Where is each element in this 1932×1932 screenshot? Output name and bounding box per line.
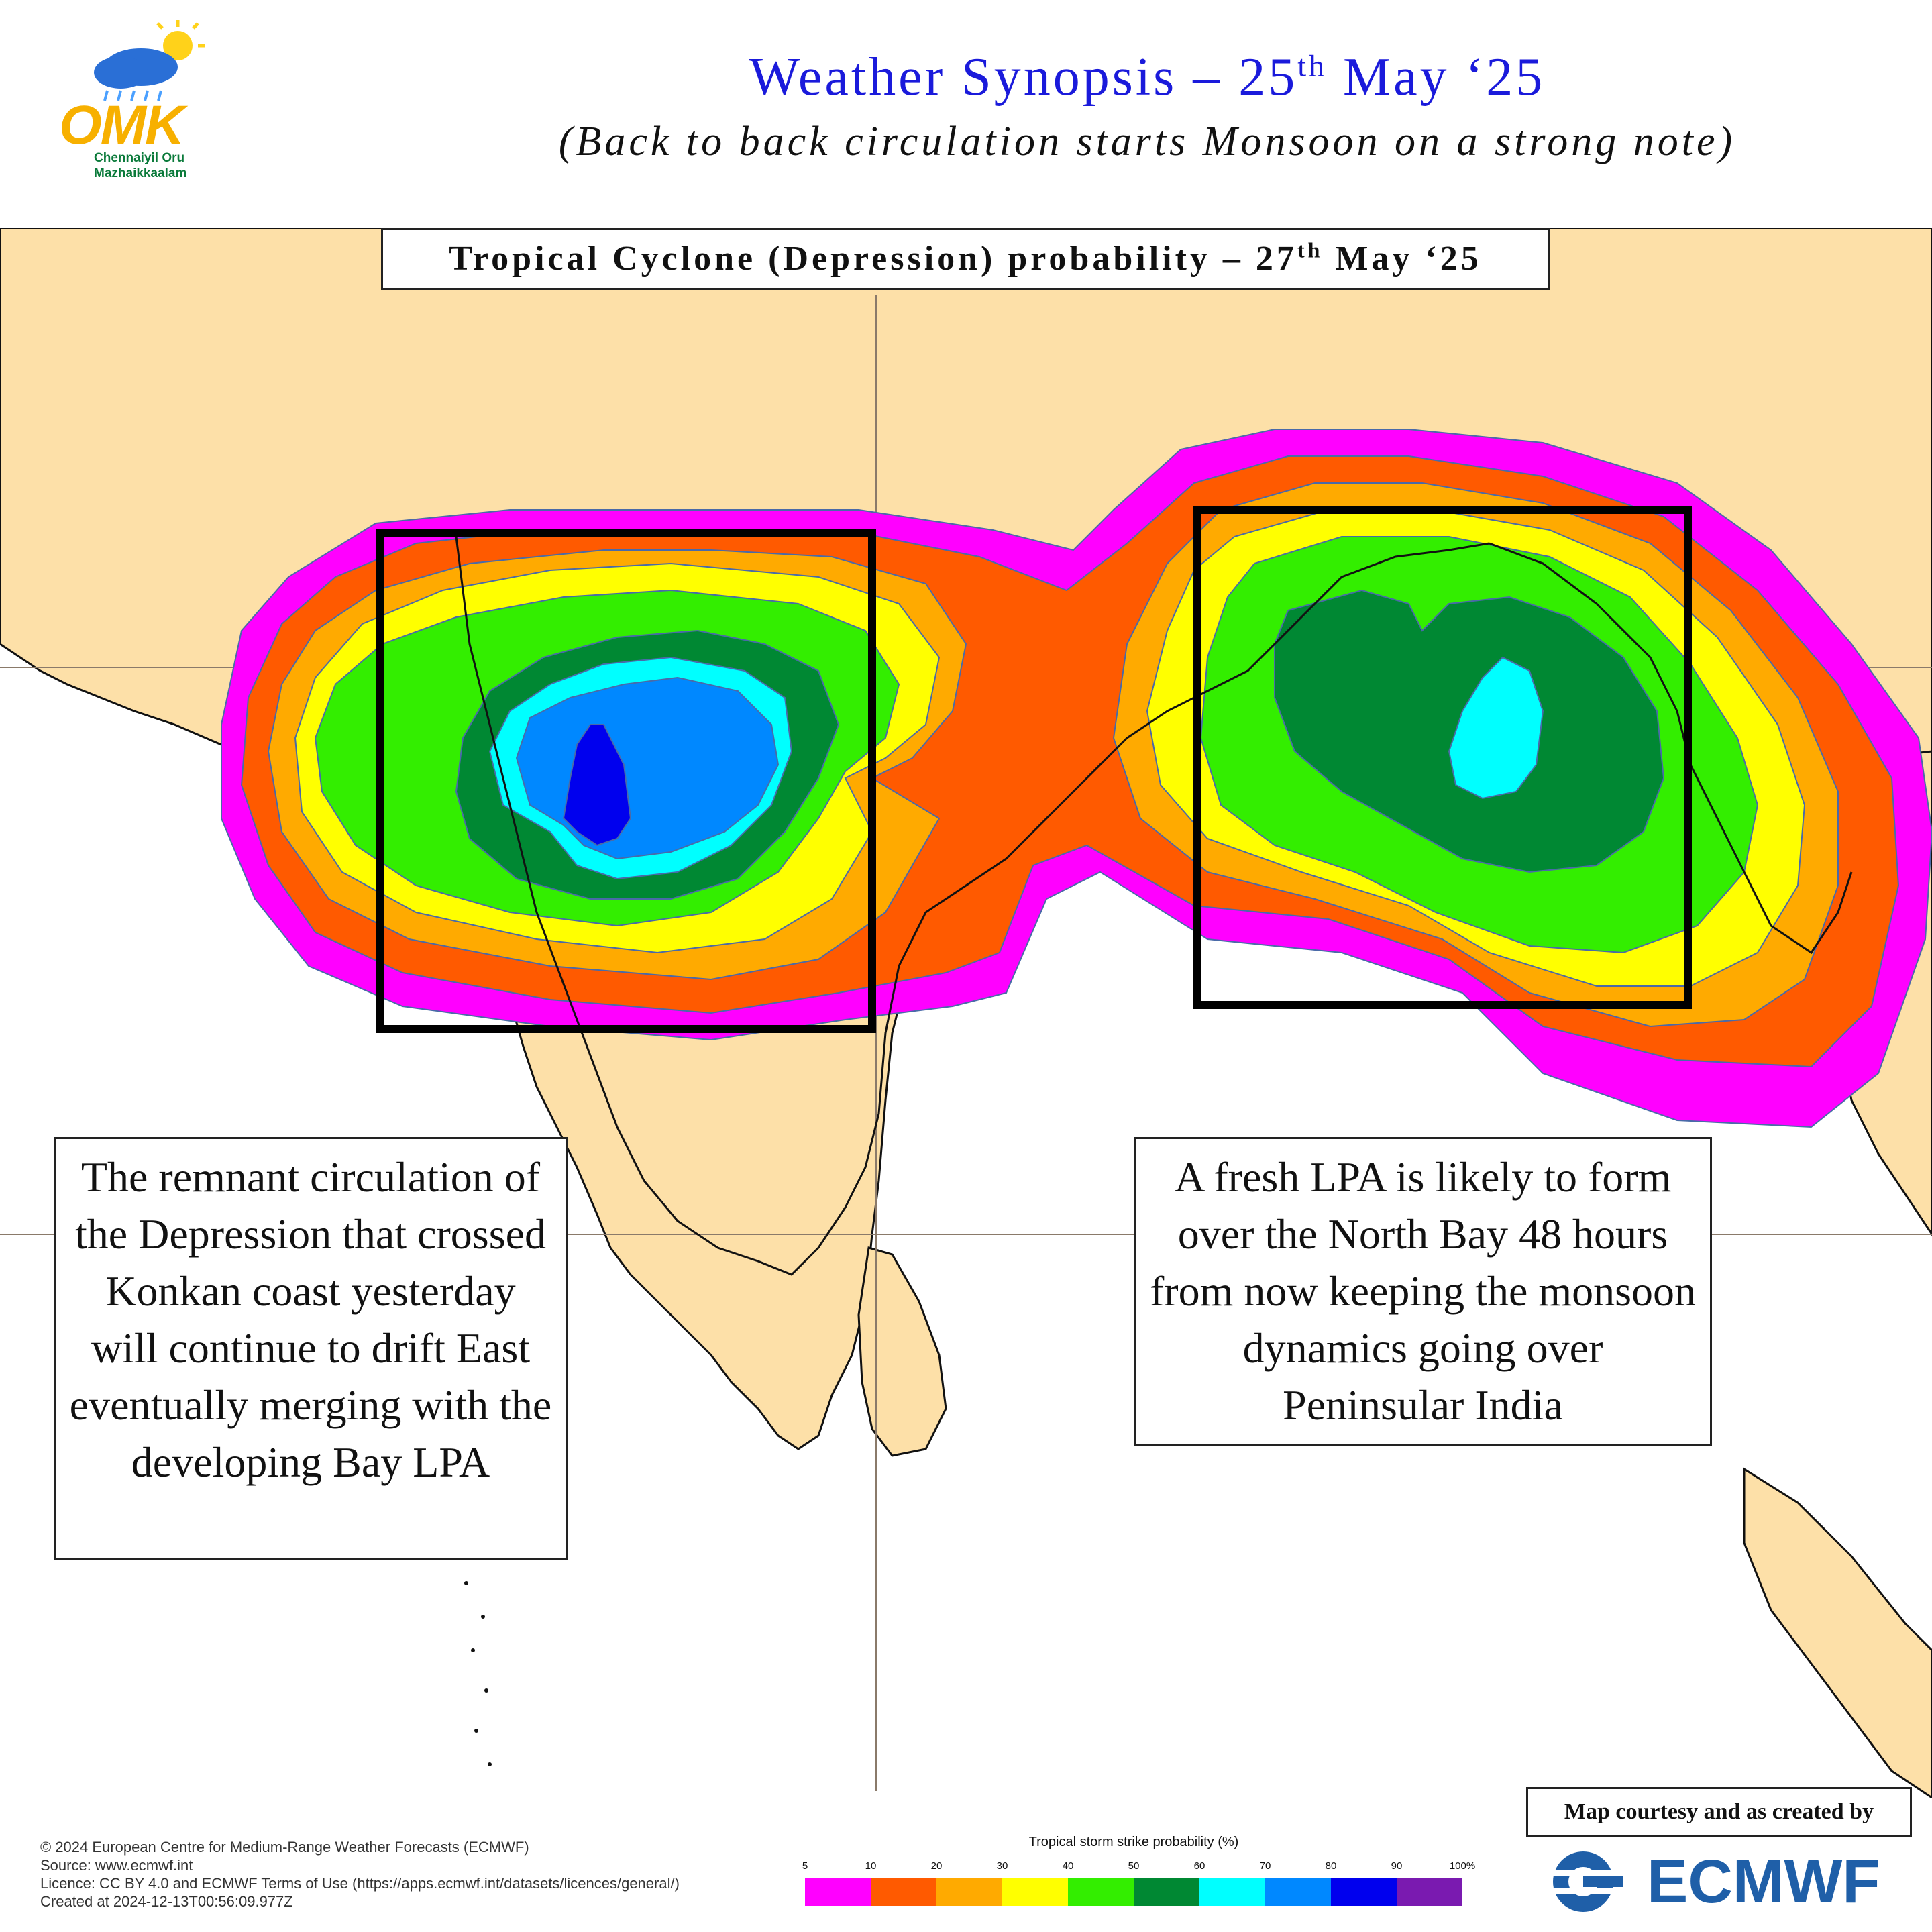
map-caption: Tropical Cyclone (Depression) probabilit… [381, 228, 1550, 290]
legend-tick: 40 [1062, 1860, 1074, 1872]
logo-letters: OMK [59, 95, 184, 156]
legend-tick: 5 [802, 1860, 808, 1872]
footer-credits: © 2024 European Centre for Medium-Range … [40, 1838, 680, 1911]
map-canvas [0, 228, 1932, 1798]
probability-legend: Tropical storm strike probability (%) 5 1… [802, 1835, 1475, 1909]
legend-title: Tropical storm strike probability (%) [1028, 1835, 1239, 1849]
legend-tick: 60 [1193, 1860, 1205, 1872]
ecmwf-wordmark: ECMWF [1647, 1847, 1880, 1916]
legend-swatch-1 [871, 1878, 936, 1906]
ecmwf-icon [1546, 1851, 1627, 1912]
legend-swatch-5 [1134, 1878, 1199, 1906]
footer-created: Created at 2024-12-13T00:56:09.977Z [40, 1893, 293, 1910]
legend-swatch-8 [1331, 1878, 1397, 1906]
note-fresh-lpa: A fresh LPA is likely to form over the N… [1134, 1137, 1712, 1446]
legend-swatch-0 [805, 1878, 871, 1906]
map-credit: Map courtesy and as created by [1526, 1787, 1912, 1837]
legend-ticks: 5 10 20 30 40 50 60 70 80 90 100% [802, 1860, 1475, 1875]
footer-copyright: © 2024 European Centre for Medium-Range … [40, 1839, 529, 1856]
legend-swatch-3 [1002, 1878, 1068, 1906]
land-sri-lanka [857, 1246, 947, 1457]
logo-line2: Mazhaikkaalam [94, 166, 187, 180]
legend-swatch-9 [1397, 1878, 1462, 1906]
note-remnant-circulation: The remnant circulation of the Depressio… [54, 1137, 568, 1560]
legend-tick: 50 [1128, 1860, 1140, 1872]
contour-80 [562, 724, 632, 847]
footer-licence: Licence: CC BY 4.0 and ECMWF Terms of Us… [40, 1875, 680, 1892]
region-box-bay-of-bengal [1193, 506, 1692, 1009]
legend-tick: 70 [1259, 1860, 1271, 1872]
ecmwf-logo: ECMWF [1533, 1848, 1915, 1915]
probability-map [0, 228, 1932, 1798]
legend-tick: 20 [930, 1860, 943, 1872]
legend-tick: 100% [1449, 1860, 1476, 1872]
page-title: Weather Synopsis – 25th May ‘25 [749, 48, 1546, 107]
header: OMK Chennaiyil Oru Mazhaikkaalam Weather… [0, 0, 1932, 228]
legend-swatch-7 [1265, 1878, 1331, 1906]
probability-contours [221, 429, 1932, 1128]
land-sumatra [1743, 1467, 1932, 1798]
legend-tick: 80 [1325, 1860, 1337, 1872]
legend-tick: 10 [865, 1860, 877, 1872]
legend-swatch-2 [936, 1878, 1002, 1906]
legend-color-bar [805, 1878, 1462, 1906]
contour-60-east [1448, 656, 1544, 800]
legend-tick: 30 [996, 1860, 1008, 1872]
legend-swatch-6 [1199, 1878, 1265, 1906]
coastlines [455, 536, 1853, 1276]
logo-line1: Chennaiyil Oru [94, 151, 185, 165]
legend-tick: 90 [1391, 1860, 1403, 1872]
omk-logo: OMK Chennaiyil Oru Mazhaikkaalam [7, 13, 208, 195]
footer-source: Source: www.ecmwf.int [40, 1857, 193, 1874]
page-subtitle: (Back to back circulation starts Monsoon… [558, 119, 1736, 164]
region-box-arabian-sea [376, 529, 876, 1033]
legend-swatch-4 [1068, 1878, 1134, 1906]
